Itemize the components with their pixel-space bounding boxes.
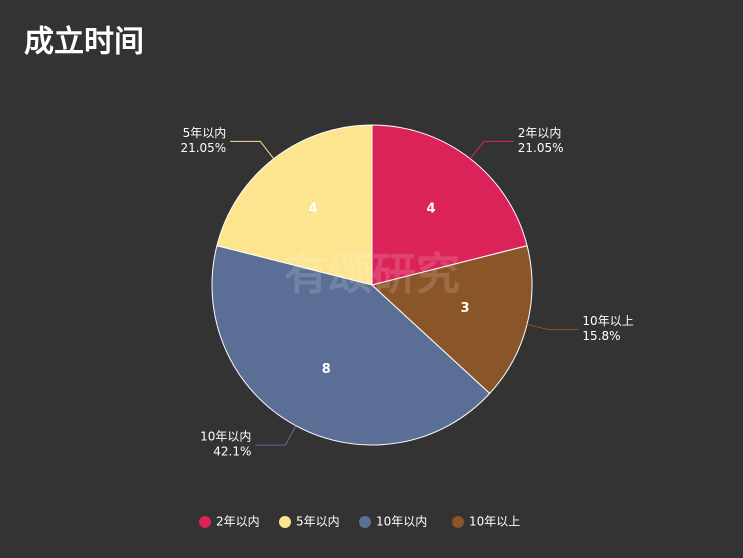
pie-slice (371, 124, 528, 286)
pie-slice (216, 124, 373, 286)
watermark: 有颂研究 (284, 249, 460, 300)
leader-line (255, 425, 297, 446)
slice-category-label: 10年以内 (200, 430, 251, 444)
legend-label: 10年以上 (469, 515, 520, 529)
slice-percent-label: 15.8% (582, 329, 620, 343)
legend-marker (199, 516, 211, 528)
slice-percent-label: 21.05% (518, 141, 564, 155)
leader-line (230, 140, 275, 160)
legend-label: 10年以内 (376, 515, 427, 529)
chart-title: 成立时间 (24, 25, 144, 60)
legend-label: 5年以内 (296, 515, 340, 529)
slice-value-label: 8 (322, 362, 331, 377)
legend-marker (279, 516, 291, 528)
slice-category-label: 10年以上 (582, 314, 633, 328)
slice-percent-label: 21.05% (180, 141, 226, 155)
leader-line (469, 140, 514, 160)
legend-label: 2年以内 (216, 515, 260, 529)
legend-marker (452, 516, 464, 528)
slice-value-label: 4 (309, 202, 318, 217)
slice-value-label: 4 (426, 202, 435, 217)
slice-category-label: 2年以内 (518, 126, 562, 140)
slice-value-label: 3 (461, 301, 470, 316)
legend-marker (359, 516, 371, 528)
slice-percent-label: 42.1% (213, 445, 251, 459)
leader-line (526, 323, 579, 331)
slice-category-label: 5年以内 (183, 126, 227, 140)
pie-slice (211, 245, 491, 446)
